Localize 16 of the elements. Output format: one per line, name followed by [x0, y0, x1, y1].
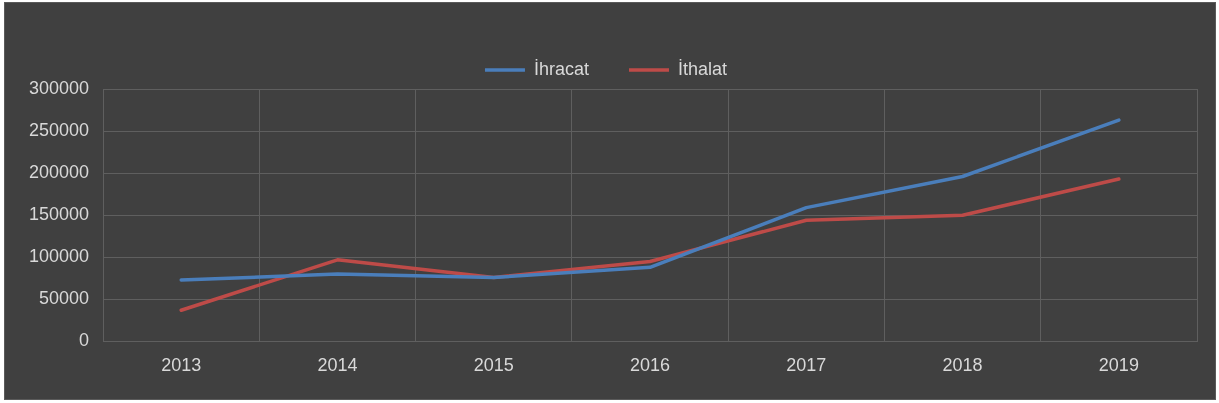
- legend-label: İhracat: [533, 58, 589, 79]
- x-tick-label: 2018: [942, 355, 983, 376]
- x-tick-label: 2019: [1098, 355, 1139, 376]
- y-tick-label: 200000: [28, 162, 90, 183]
- x-tick-label: 2016: [630, 355, 671, 376]
- y-tick-label: 300000: [28, 77, 90, 98]
- y-tick-label: 100000: [28, 246, 90, 267]
- legend-label: İthalat: [678, 58, 728, 79]
- x-tick-label: 2017: [786, 355, 827, 376]
- y-tick-label: 250000: [28, 120, 90, 141]
- x-tick-label: 2013: [161, 355, 202, 376]
- x-tick-label: 2014: [317, 355, 358, 376]
- y-tick-label: 150000: [28, 204, 90, 225]
- y-tick-label: 0: [79, 330, 90, 351]
- x-tick-label: 2015: [473, 355, 514, 376]
- y-tick-label: 50000: [39, 288, 90, 309]
